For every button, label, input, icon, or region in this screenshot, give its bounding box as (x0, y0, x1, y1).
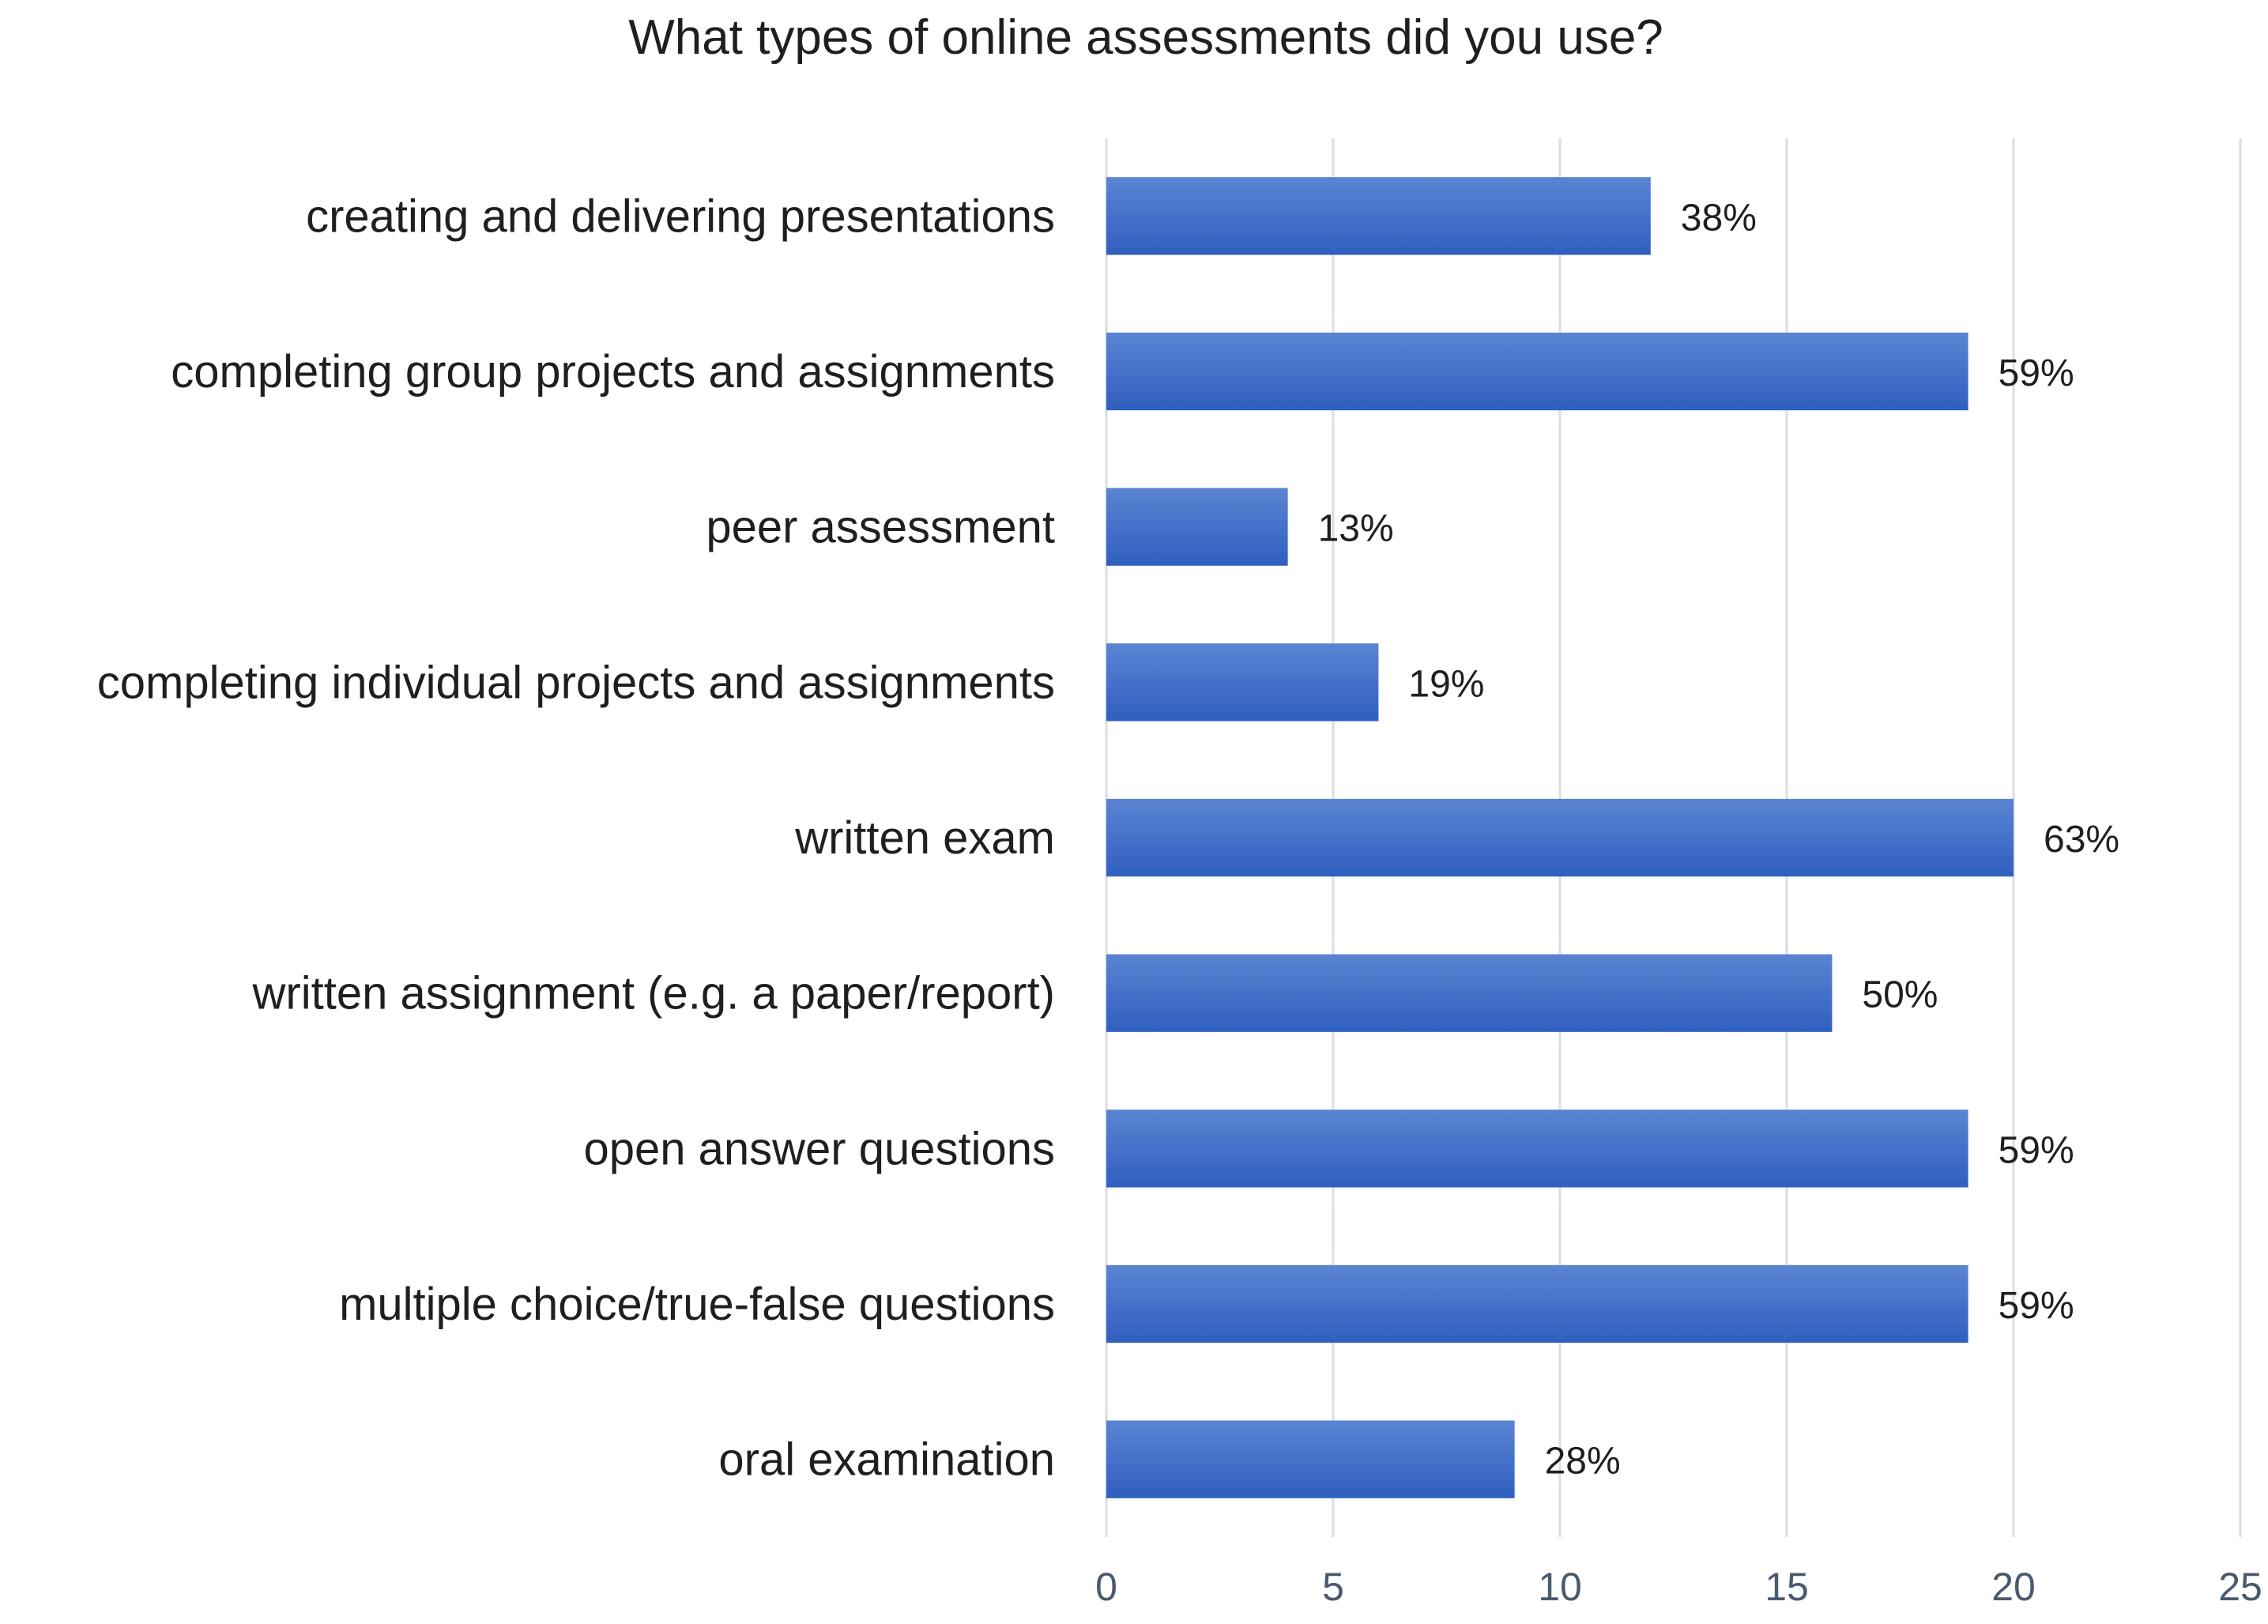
bar-0 (1106, 177, 1651, 255)
category-labels: creating and delivering presentations com… (97, 190, 1055, 1485)
category-label-1: completing group projects and assignment… (171, 346, 1055, 398)
category-label-4: written exam (794, 812, 1055, 864)
x-tick-label-10: 10 (1538, 1565, 1582, 1609)
data-label-7: 59% (1999, 1285, 2074, 1327)
category-label-8: oral examination (718, 1434, 1055, 1486)
bars (1106, 177, 2014, 1498)
category-label-7: multiple choice/true-false questions (339, 1279, 1055, 1330)
bar-8 (1106, 1420, 1515, 1498)
bar-4 (1106, 798, 2014, 877)
x-tick-label-25: 25 (2218, 1565, 2262, 1609)
bar-2 (1106, 488, 1288, 566)
x-tick-label-15: 15 (1765, 1565, 1809, 1609)
bar-7 (1106, 1264, 1968, 1343)
data-label-4: 63% (2044, 819, 2119, 861)
category-label-2: peer assessment (706, 502, 1055, 553)
bar-1 (1106, 332, 1968, 411)
category-label-0: creating and delivering presentations (306, 190, 1055, 242)
data-label-8: 28% (1545, 1441, 1621, 1483)
data-label-2: 13% (1318, 508, 1394, 550)
category-label-5: written assignment (e.g. a paper/report) (252, 968, 1055, 1019)
chart-title: What types of online assessments did you… (628, 10, 1663, 65)
bar-6 (1106, 1110, 1968, 1188)
category-label-6: open answer questions (583, 1123, 1055, 1174)
category-label-3: completing individual projects and assig… (97, 657, 1055, 708)
x-tick-label-0: 0 (1095, 1565, 1117, 1609)
data-labels: 38% 59% 13% 19% 63% 50% 59% 59% 28% (1318, 197, 2119, 1482)
data-label-1: 59% (1999, 352, 2074, 394)
data-label-3: 19% (1408, 663, 1484, 705)
x-tick-label-20: 20 (1991, 1565, 2036, 1609)
x-tick-label-5: 5 (1322, 1565, 1344, 1609)
bar-3 (1106, 643, 1379, 722)
x-axis-tick-labels: 0 5 10 15 20 25 (1095, 1565, 2262, 1609)
data-label-6: 59% (1999, 1129, 2074, 1171)
data-label-0: 38% (1681, 197, 1757, 239)
data-label-5: 50% (1862, 974, 1938, 1016)
bar-5 (1106, 954, 1833, 1032)
